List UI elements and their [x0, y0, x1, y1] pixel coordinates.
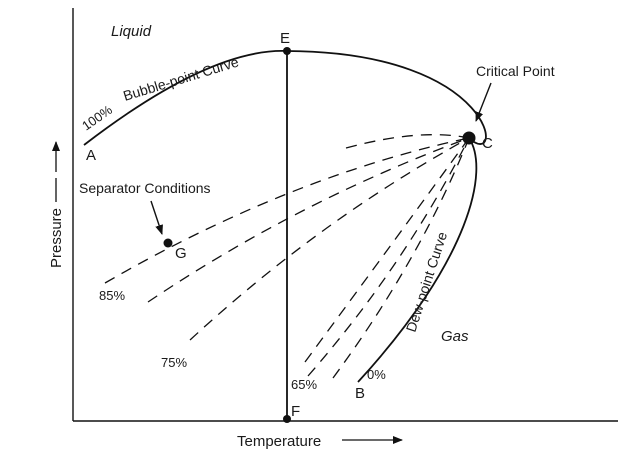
quality-label-85: 85%: [99, 288, 125, 303]
point-G-marker: [163, 238, 173, 248]
quality-line-75: [189, 137, 470, 341]
x-axis-label: Temperature: [237, 433, 321, 450]
critical-point-marker: [462, 131, 476, 145]
critical-point-arrow: [475, 82, 492, 122]
dew-point-curve: [357, 137, 478, 383]
liquid-region-label: Liquid: [111, 23, 152, 40]
quality-label-0: 0%: [367, 367, 386, 382]
point-E-label: E: [280, 30, 290, 47]
y-axis-label: Pressure: [48, 208, 65, 268]
point-F-marker: [283, 415, 291, 423]
bubble-point-curve: [83, 50, 288, 146]
bubble-point-curve-label: Bubble-point Curve: [121, 53, 240, 103]
quality-line-85: [104, 137, 470, 284]
separator-arrow: [150, 200, 163, 235]
point-E-marker: [283, 47, 291, 55]
bubble-point-curve-upper: [286, 50, 487, 145]
point-F-label: F: [291, 403, 300, 420]
point-A-label: A: [86, 147, 96, 164]
quality-line-80: [147, 137, 470, 303]
point-C-label: C: [482, 135, 493, 152]
quality-label-75: 75%: [161, 355, 187, 370]
separator-conditions-label: Separator Conditions: [79, 180, 211, 196]
quality-line-60: [307, 137, 470, 377]
quality-line-95: [345, 134, 470, 149]
quality-label-65: 65%: [291, 377, 317, 392]
point-B-label: B: [355, 385, 365, 402]
quality-label-100: 100%: [79, 102, 115, 134]
quality-line-10: [332, 137, 470, 379]
dew-point-curve-label: Dew-point Curve: [403, 230, 451, 334]
point-G-label: G: [175, 245, 187, 262]
critical-point-label: Critical Point: [476, 63, 555, 79]
gas-region-label: Gas: [441, 328, 469, 345]
